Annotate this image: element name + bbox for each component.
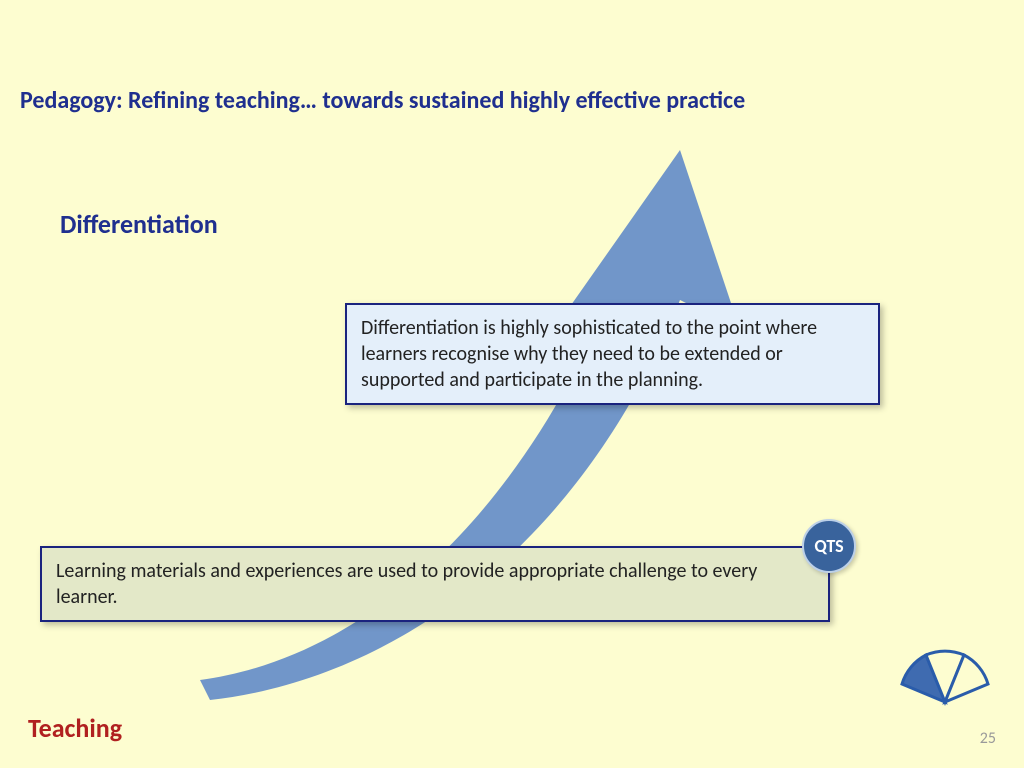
callout-upper: Differentiation is highly sophisticated … bbox=[345, 303, 880, 405]
footer-label: Teaching bbox=[28, 712, 122, 744]
qts-label: QTS bbox=[814, 535, 843, 557]
qts-badge: QTS bbox=[802, 519, 856, 573]
callout-upper-text: Differentiation is highly sophisticated … bbox=[361, 316, 817, 392]
slide: Pedagogy: Refining teaching… towards sus… bbox=[0, 0, 1024, 768]
page-number: 25 bbox=[980, 729, 996, 748]
callout-lower-text: Learning materials and experiences are u… bbox=[56, 559, 757, 609]
slide-title: Pedagogy: Refining teaching… towards sus… bbox=[20, 86, 745, 115]
fan-gauge-icon bbox=[890, 642, 1000, 712]
callout-lower: Learning materials and experiences are u… bbox=[40, 546, 830, 622]
